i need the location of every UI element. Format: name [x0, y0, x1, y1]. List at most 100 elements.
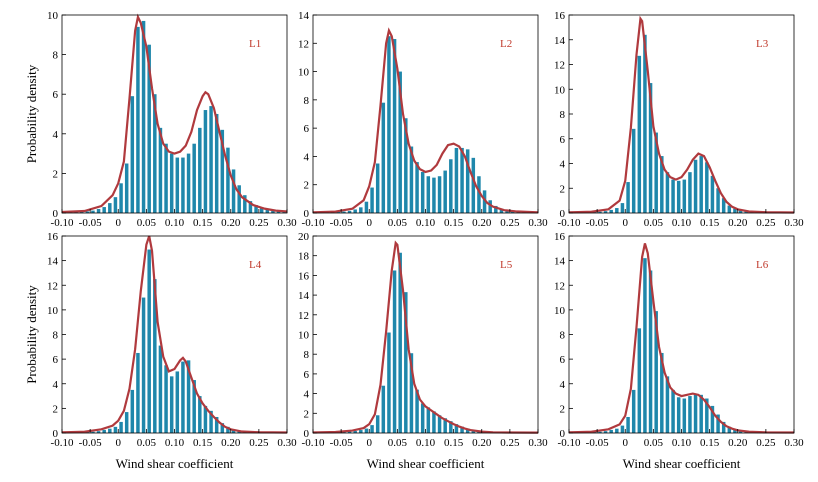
bar [381, 385, 386, 433]
x-tick-label: 0.25 [756, 437, 776, 449]
x-tick-label: -0.05 [330, 217, 353, 229]
bar [254, 205, 258, 213]
bar [676, 180, 681, 213]
bar [620, 425, 625, 433]
bar [85, 211, 90, 213]
y-tick-label: 14 [554, 256, 566, 268]
bar [415, 389, 419, 433]
bar [175, 157, 180, 213]
bar [688, 396, 692, 433]
y-tick-label: 10 [47, 305, 59, 317]
x-tick-label: 0 [623, 437, 629, 449]
y-tick-label: 2 [53, 168, 59, 180]
bar [432, 177, 436, 213]
bar [738, 210, 743, 213]
y-tick-label: 4 [53, 129, 59, 141]
y-tick-label: 4 [560, 379, 566, 391]
x-tick-label: 0.10 [672, 437, 692, 449]
bar [443, 418, 447, 433]
x-tick-label: 0.10 [672, 217, 692, 229]
bar [271, 210, 275, 213]
bar [91, 210, 95, 213]
x-tick-label: 0.15 [444, 437, 464, 449]
bar [716, 414, 720, 433]
bar [654, 132, 658, 213]
bar [158, 127, 163, 213]
x-tick-label: 0.20 [472, 437, 492, 449]
y-tick-label: 10 [298, 330, 310, 342]
y-tick-label: 4 [53, 379, 59, 391]
panel-l5: -0.10 -0.05 0 0.05 0.10 0.15 0.20 0.25 0.30 0 2 4 6 8… [298, 231, 548, 471]
bar [259, 207, 264, 213]
x-tick-label: 0.15 [700, 437, 720, 449]
density-curve [312, 240, 539, 434]
bar [716, 188, 720, 213]
bar [102, 207, 106, 213]
bar [626, 182, 630, 213]
bar [420, 171, 425, 213]
bar [209, 106, 213, 213]
x-tick-label: 0.30 [277, 437, 297, 449]
bar [437, 176, 442, 213]
bar [505, 210, 509, 213]
bar [214, 114, 219, 213]
bar [359, 207, 363, 213]
bar [370, 187, 374, 213]
y-tick-label: 20 [298, 231, 310, 243]
bar [158, 345, 163, 433]
x-tick-label: 0.10 [165, 437, 185, 449]
bar [744, 211, 748, 213]
bar [226, 147, 230, 213]
x-tick-label: -0.10 [51, 217, 74, 229]
bar [620, 203, 625, 213]
x-tick-label: 0.15 [444, 217, 464, 229]
bar [96, 431, 101, 433]
bar [186, 153, 191, 213]
bar [192, 380, 196, 433]
x-tick-label: 0.05 [388, 217, 408, 229]
bar [705, 162, 709, 213]
bar [603, 211, 608, 213]
bar [248, 201, 253, 213]
y-tick-label: 4 [560, 159, 566, 171]
bar [688, 172, 692, 213]
bar [676, 397, 681, 433]
bar [710, 405, 715, 433]
x-tick-label: 0.20 [472, 217, 492, 229]
bar [74, 212, 78, 213]
y-tick-label: 0 [53, 428, 59, 440]
bar [387, 332, 391, 433]
y-tick-label: 10 [554, 84, 566, 96]
y-tick-label: 2 [304, 408, 310, 420]
bar [237, 185, 241, 213]
bar [643, 258, 647, 433]
bar [198, 127, 202, 213]
bar [364, 201, 369, 213]
y-tick-label: 10 [554, 305, 566, 317]
bar [164, 365, 168, 433]
bar [243, 195, 247, 213]
x-tick-label: 0.05 [137, 217, 157, 229]
bar [631, 128, 636, 213]
bar [699, 394, 703, 433]
bar [727, 426, 732, 433]
bar [693, 159, 698, 213]
bar [336, 211, 341, 213]
x-tick-label: 0.15 [193, 437, 213, 449]
bar [443, 170, 447, 213]
bar [738, 430, 743, 433]
bar [108, 428, 112, 433]
bar [432, 411, 436, 433]
y-tick-label: 0 [304, 428, 310, 440]
bar [693, 394, 698, 433]
bar [437, 415, 442, 433]
bar [130, 389, 135, 433]
y-tick-label: 0 [53, 208, 59, 220]
bar [175, 371, 180, 433]
y-tick-label: 12 [554, 280, 565, 292]
y-tick-label: 6 [560, 354, 566, 366]
y-tick-label: 12 [298, 310, 309, 322]
bar [375, 163, 380, 213]
panel-label: L4 [249, 259, 262, 271]
